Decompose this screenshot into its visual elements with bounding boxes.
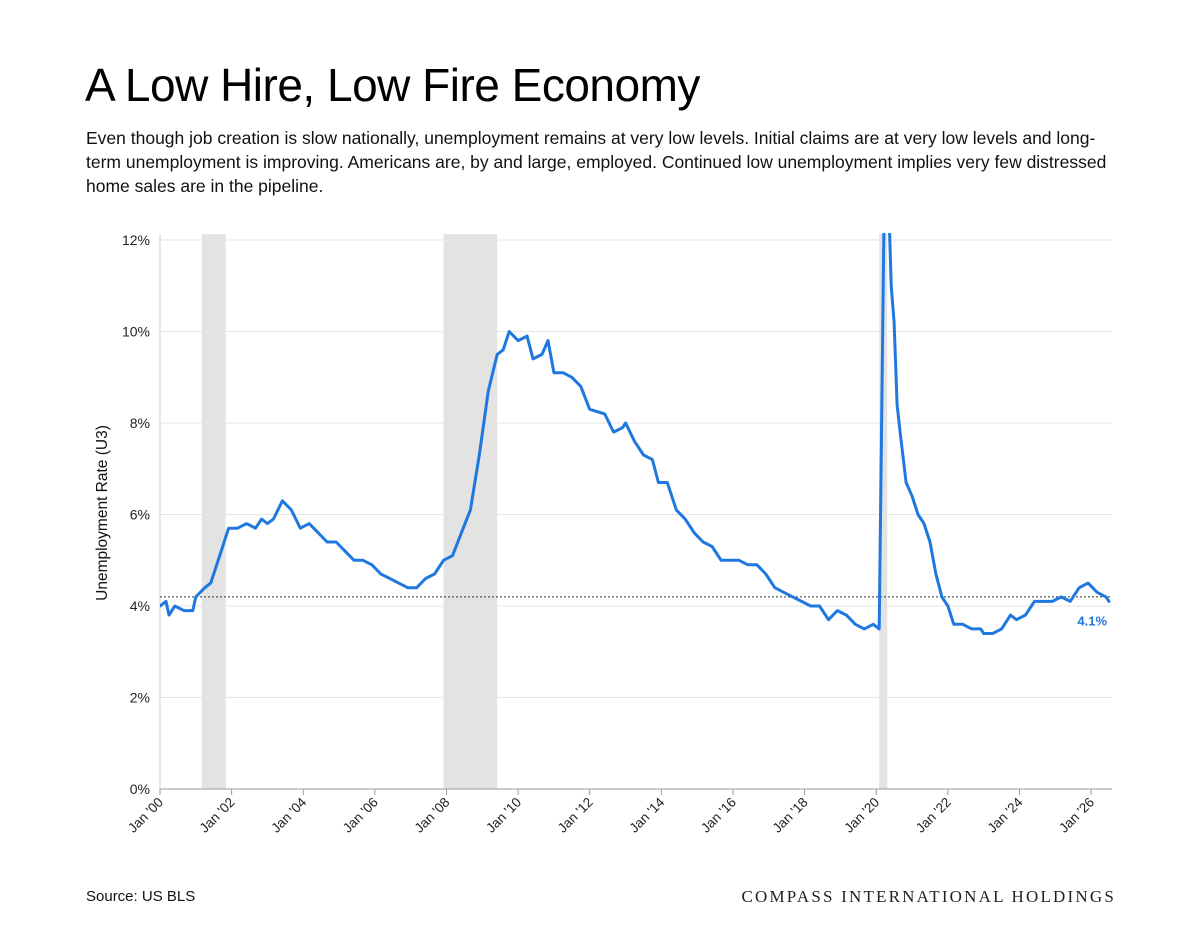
recession-band-2 (879, 234, 888, 789)
x-tick-label: Jan '18 (770, 795, 811, 836)
y-tick-label: 8% (130, 415, 150, 431)
x-tick-label: Jan '02 (197, 795, 238, 836)
x-tick-label: Jan '14 (626, 794, 667, 835)
x-tick-label: Jan '08 (412, 795, 453, 836)
end-value-label: 4.1% (1077, 613, 1107, 628)
x-tick-label: Jan '06 (340, 795, 381, 836)
source-note: Source: US BLS (86, 888, 196, 905)
y-axis-label: Unemployment Rate (U3) (94, 425, 111, 601)
x-tick-label: Jan '00 (125, 795, 166, 836)
x-tick-label: Jan '20 (841, 795, 882, 836)
chart-title: A Low Hire, Low Fire Economy (85, 59, 700, 111)
recession-bands (201, 234, 888, 789)
gridlines (160, 239, 1112, 698)
y-tick-label: 10% (122, 324, 150, 340)
y-tick-label: 2% (130, 690, 150, 706)
x-tick-label: Jan '22 (913, 795, 954, 836)
recession-band-0 (201, 234, 226, 789)
brand-wordmark: COMPASS INTERNATIONAL HOLDINGS (741, 887, 1116, 906)
unemployment-rate-line (160, 233, 1111, 635)
y-tick-label: 0% (130, 781, 150, 797)
y-tick-label: 4% (130, 598, 150, 614)
x-tick-label: Jan '26 (1056, 795, 1097, 836)
chart-subtitle: Even though job creation is slow nationa… (86, 128, 1107, 196)
x-tick-label: Jan '24 (985, 794, 1026, 835)
x-tick-label: Jan '16 (698, 795, 739, 836)
y-tick-label: 6% (130, 507, 150, 523)
x-axis-ticks: Jan '00 Jan '02 Jan '04 Jan '06 Jan '08 Jan '… (125, 789, 1097, 836)
x-tick-label: Jan '10 (483, 795, 524, 836)
x-tick-label: Jan '04 (268, 794, 309, 835)
y-axis-ticks: 0% 2% 4% 6% 8% 10% 12% (122, 232, 150, 797)
y-tick-label: 12% (122, 232, 150, 248)
x-tick-label: Jan '12 (555, 795, 596, 836)
